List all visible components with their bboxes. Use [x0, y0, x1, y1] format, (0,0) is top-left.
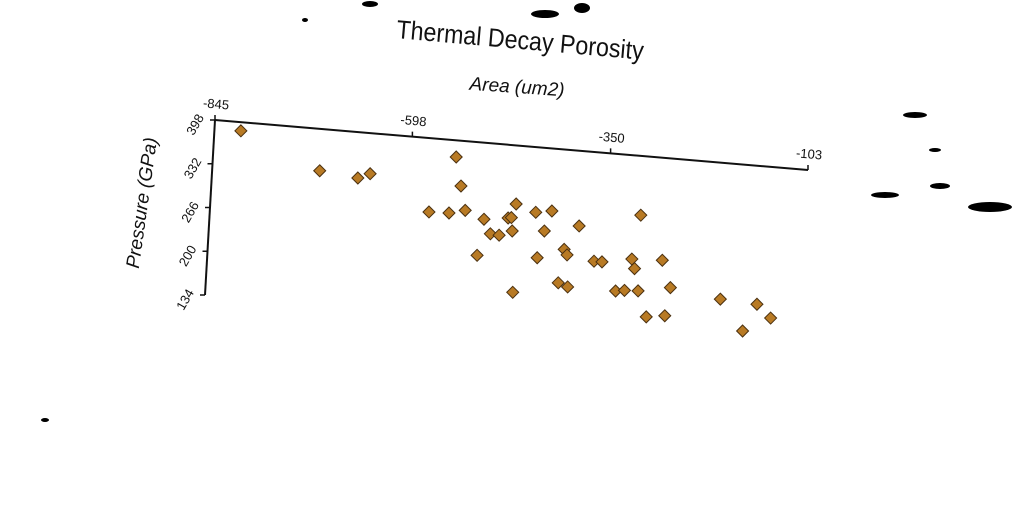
- point: [663, 280, 678, 295]
- speck: [871, 192, 899, 198]
- point: [551, 276, 565, 290]
- background-specks: [41, 1, 1012, 422]
- point: [713, 292, 728, 306]
- point: [509, 197, 523, 211]
- point: [537, 224, 552, 238]
- x-axis-line: [214, 119, 809, 171]
- point: [750, 297, 764, 311]
- point: [529, 205, 543, 220]
- x-tick-label: -103: [795, 145, 822, 162]
- speck: [41, 418, 49, 422]
- speck: [903, 112, 927, 118]
- point: [530, 251, 544, 265]
- point: [655, 253, 670, 267]
- y-tick-label: 266: [178, 199, 202, 225]
- x-tick-label: -845: [202, 95, 229, 112]
- point: [363, 167, 377, 181]
- point: [595, 255, 609, 269]
- speck: [930, 183, 950, 189]
- point: [492, 228, 506, 242]
- point: [234, 124, 248, 138]
- speck: [362, 1, 378, 7]
- chart-title: Thermal Decay Porosity: [395, 14, 645, 66]
- point: [735, 324, 750, 338]
- point: [422, 205, 436, 219]
- x-axis-label: Area (um2): [468, 74, 565, 102]
- y-tick-label: 134: [173, 286, 197, 312]
- y-tick-label: 332: [181, 155, 205, 181]
- point: [560, 280, 575, 294]
- speck: [302, 18, 308, 22]
- speck: [968, 202, 1012, 212]
- point: [351, 171, 365, 185]
- y-tick-label: 200: [176, 243, 200, 269]
- speck: [929, 148, 941, 152]
- point: [470, 248, 484, 263]
- point: [504, 210, 519, 225]
- point: [505, 224, 519, 238]
- point: [545, 204, 559, 218]
- point: [454, 179, 468, 193]
- point: [627, 261, 642, 276]
- speck: [531, 10, 559, 18]
- point: [639, 310, 653, 324]
- y-tick-label: 398: [183, 111, 207, 137]
- point: [625, 252, 639, 266]
- x-tick-label: -350: [598, 129, 625, 146]
- y-axis-label: Pressure (GPa): [123, 136, 162, 270]
- point: [483, 227, 498, 241]
- point: [477, 212, 491, 226]
- point: [458, 203, 472, 218]
- point: [449, 150, 463, 164]
- point: [560, 248, 574, 262]
- point: [312, 164, 327, 178]
- speck: [574, 3, 590, 13]
- point: [634, 208, 648, 222]
- point: [658, 309, 672, 323]
- x-tick-label: -598: [400, 112, 427, 129]
- point: [572, 219, 586, 233]
- point: [617, 283, 632, 298]
- point: [442, 206, 456, 220]
- point: [506, 285, 520, 300]
- point: [631, 284, 645, 298]
- point: [763, 311, 778, 325]
